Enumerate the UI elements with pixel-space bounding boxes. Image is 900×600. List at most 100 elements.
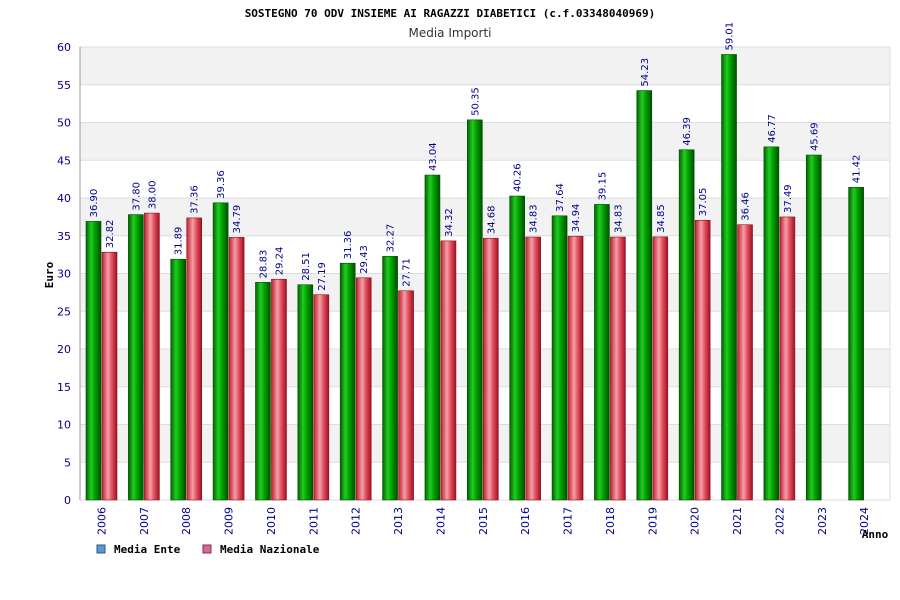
plot-band xyxy=(80,47,890,85)
y-tick-label: 5 xyxy=(64,456,71,469)
legend: Media Ente Media Nazionale xyxy=(96,543,320,556)
data-label: 28.51 xyxy=(301,252,312,281)
x-tick-label: 2016 xyxy=(519,507,532,535)
data-label: 45.69 xyxy=(809,122,820,151)
y-tick-label: 20 xyxy=(57,343,71,356)
y-tick-label: 50 xyxy=(57,117,71,130)
bar-media-ente-2017 xyxy=(551,215,568,501)
data-label: 31.89 xyxy=(174,227,185,256)
data-label: 39.15 xyxy=(597,172,608,201)
bar-media-nazionale-2015 xyxy=(483,237,499,501)
bar-media-ente-2015 xyxy=(467,119,483,501)
legend-label-media-nazionale: Media Nazionale xyxy=(220,543,320,556)
data-label: 27.19 xyxy=(317,262,328,291)
y-tick-label: 25 xyxy=(57,305,71,318)
bar-media-nazionale-2018 xyxy=(610,236,626,501)
bar-media-nazionale-2007 xyxy=(144,212,160,501)
bar-media-nazionale-2010 xyxy=(271,278,287,501)
data-label: 31.36 xyxy=(343,231,354,260)
data-label: 29.24 xyxy=(274,247,285,276)
bar-media-ente-2013 xyxy=(382,256,398,501)
y-tick-label: 30 xyxy=(57,268,71,281)
x-tick-label: 2011 xyxy=(307,507,320,535)
x-tick-label: 2015 xyxy=(477,507,490,535)
x-tick-label: 2022 xyxy=(773,507,786,535)
x-axis-ticks: 2006 2007 2008 2009 2010 2011 2012 2013 2014 2015… xyxy=(96,507,872,535)
data-label: 40.26 xyxy=(513,163,524,192)
data-label: 46.77 xyxy=(767,114,778,143)
bar-media-nazionale-2019 xyxy=(652,236,669,501)
y-tick-label: 40 xyxy=(57,192,71,205)
bars xyxy=(85,54,864,501)
x-tick-label: 2006 xyxy=(96,507,109,535)
data-label: 39.36 xyxy=(216,170,227,199)
bar-media-nazionale-2012 xyxy=(355,277,372,501)
bar-media-ente-2014 xyxy=(424,174,441,501)
data-label: 34.68 xyxy=(486,206,497,235)
x-tick-label: 2017 xyxy=(562,507,575,535)
x-tick-label: 2019 xyxy=(646,507,659,535)
y-axis-ticks: 0 5 10 15 20 25 30 35 40 45 50 55 60 xyxy=(57,41,71,507)
x-tick-label: 2008 xyxy=(180,507,193,535)
bar-media-nazionale-2009 xyxy=(228,237,245,501)
x-tick-label: 2021 xyxy=(731,507,744,535)
legend-swatch-media-ente xyxy=(96,544,106,554)
chart-subtitle: Media Importi xyxy=(408,26,491,40)
data-label: 32.27 xyxy=(386,224,397,253)
data-label: 38.00 xyxy=(147,180,158,209)
data-label: 59.01 xyxy=(725,22,736,51)
bar-media-nazionale-2013 xyxy=(398,290,414,501)
bar-media-ente-2010 xyxy=(255,282,271,501)
x-tick-label: 2012 xyxy=(350,507,363,535)
x-tick-label: 2013 xyxy=(392,507,405,535)
x-axis-label: Anno xyxy=(862,528,889,541)
data-label: 50.35 xyxy=(470,87,481,116)
bar-media-ente-2020 xyxy=(678,149,695,501)
bar-media-ente-2021 xyxy=(721,54,737,501)
plot-band xyxy=(80,122,890,161)
data-label: 46.39 xyxy=(682,117,693,146)
data-label: 27.71 xyxy=(402,258,413,287)
x-tick-label: 2018 xyxy=(604,507,617,535)
bar-media-ente-2018 xyxy=(594,204,610,501)
data-label: 34.79 xyxy=(232,205,243,234)
data-label: 37.64 xyxy=(555,183,566,212)
data-label: 37.05 xyxy=(698,188,709,217)
bar-media-nazionale-2006 xyxy=(101,251,118,501)
data-label: 34.94 xyxy=(571,204,582,233)
y-tick-label: 55 xyxy=(57,79,71,92)
data-label: 32.82 xyxy=(105,220,116,249)
y-tick-label: 0 xyxy=(64,494,71,507)
bar-media-nazionale-2016 xyxy=(525,236,541,501)
y-axis-label: Euro xyxy=(43,261,56,288)
bar-media-ente-2008 xyxy=(170,258,187,501)
bar-media-ente-2023 xyxy=(805,154,822,501)
y-tick-label: 60 xyxy=(57,41,71,54)
legend-swatch-media-nazionale xyxy=(202,544,212,554)
data-label: 34.85 xyxy=(656,204,667,233)
bar-media-ente-2007 xyxy=(128,214,144,501)
data-label: 37.49 xyxy=(783,184,794,213)
data-labels: 36.90 32.82 37.80 38.00 31.89 37.36 39.36 34.79… xyxy=(89,22,863,291)
data-label: 34.83 xyxy=(613,204,624,233)
bar-media-nazionale-2014 xyxy=(440,240,457,501)
bar-media-ente-2006 xyxy=(85,221,102,501)
data-label: 29.43 xyxy=(359,245,370,274)
bar-media-ente-2009 xyxy=(212,202,229,501)
legend-label-media-ente: Media Ente xyxy=(114,543,181,556)
y-tick-label: 45 xyxy=(57,154,71,167)
x-tick-label: 2024 xyxy=(858,507,871,535)
data-label: 37.36 xyxy=(190,185,201,214)
x-tick-label: 2014 xyxy=(434,507,447,535)
y-tick-label: 15 xyxy=(57,381,71,394)
bar-media-nazionale-2021 xyxy=(737,224,753,501)
bar-media-nazionale-2017 xyxy=(567,235,584,501)
data-label: 43.04 xyxy=(428,142,439,171)
bar-media-ente-2016 xyxy=(509,195,525,501)
x-tick-label: 2010 xyxy=(265,507,278,535)
bar-media-ente-2012 xyxy=(339,262,356,501)
x-tick-label: 2007 xyxy=(138,507,151,535)
bar-media-ente-2019 xyxy=(636,90,653,501)
plot-band xyxy=(80,160,890,198)
